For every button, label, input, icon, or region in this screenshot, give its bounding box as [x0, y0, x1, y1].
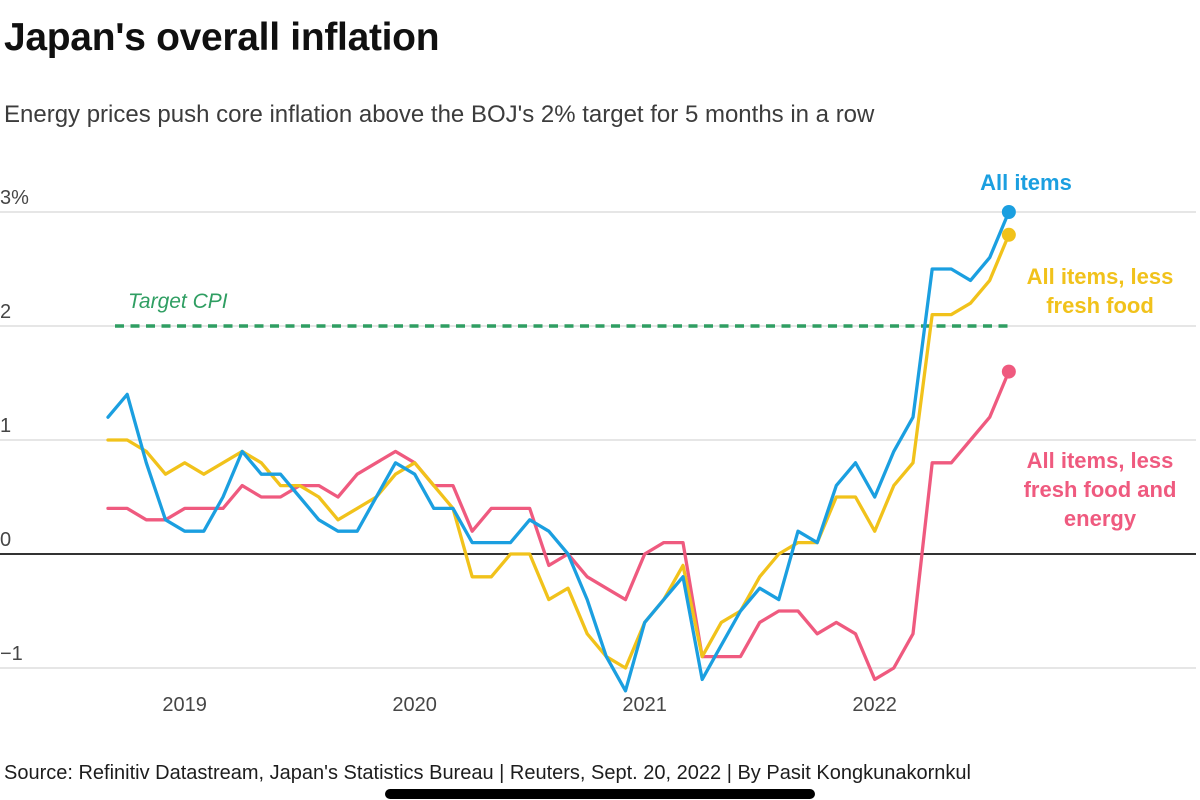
x-tick-label: 2021 [622, 694, 667, 716]
chart-title: Japan's overall inflation [4, 16, 440, 59]
chart-subtitle: Energy prices push core inflation above … [4, 101, 875, 128]
y-tick-label: 1 [0, 415, 11, 437]
x-tick-label: 2020 [392, 694, 437, 716]
series-label-less-fresh-food: All items, less fresh food [1026, 264, 1174, 319]
series-end-dot [1001, 364, 1016, 379]
series-line [106, 210, 1011, 693]
x-tick-label: 2022 [852, 694, 897, 716]
series-end-dot [1001, 227, 1016, 242]
bottom-bar [385, 789, 815, 799]
source-credit-line: Source: Refinitiv Datastream, Japan's St… [4, 762, 971, 784]
series-end-dot [1001, 205, 1016, 219]
series-line [106, 369, 1011, 682]
series-label-less-fresh-food-energy: All items, less fresh food and energy [1023, 448, 1177, 532]
x-tick-label: 2019 [162, 694, 207, 716]
inflation-line-chart: 3% 2 1 0 −1 2019 2020 2021 2022 [0, 187, 1196, 716]
y-tick-label: 3% [0, 187, 29, 209]
series-label-all-items: All items [980, 170, 1072, 195]
target-cpi-label: Target CPI [128, 290, 228, 313]
y-tick-label: −1 [0, 643, 23, 665]
y-tick-label: 0 [0, 529, 11, 551]
series-line [106, 233, 1011, 670]
y-tick-label: 2 [0, 301, 11, 323]
